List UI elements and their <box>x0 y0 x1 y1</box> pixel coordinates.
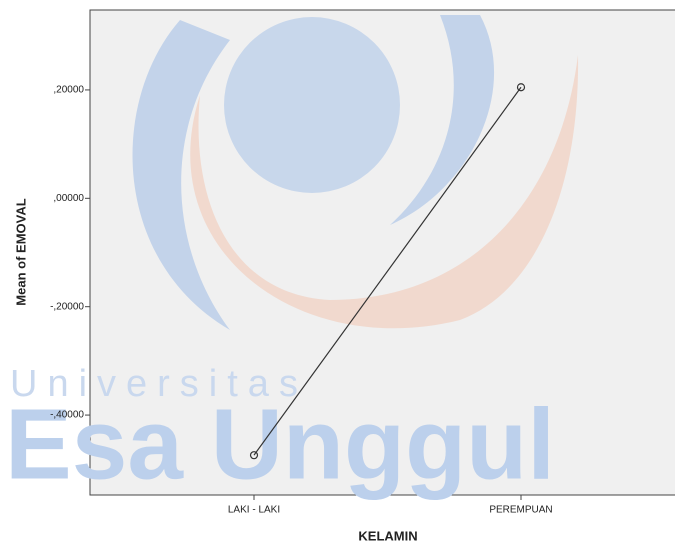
watermark-logo <box>132 15 579 330</box>
y-tick-label: -,20000 <box>50 301 84 312</box>
watermark-text: Esa Unggul <box>5 388 555 500</box>
y-tick-label: ,20000 <box>53 85 84 96</box>
line <box>253 86 522 456</box>
y-axis-label: Mean of EMOVAL <box>13 198 28 305</box>
y-tick-label: -,40000 <box>50 410 84 421</box>
point <box>249 451 259 460</box>
y-tick-label: ,00000 <box>53 193 84 204</box>
watermark-text: Universitas <box>10 363 308 405</box>
x-tick-label: LAKI - LAKI <box>228 505 280 516</box>
x-axis-label: KELAMIN <box>358 528 417 543</box>
point <box>516 83 526 92</box>
x-tick-label: PEREMPUAN <box>489 505 552 516</box>
